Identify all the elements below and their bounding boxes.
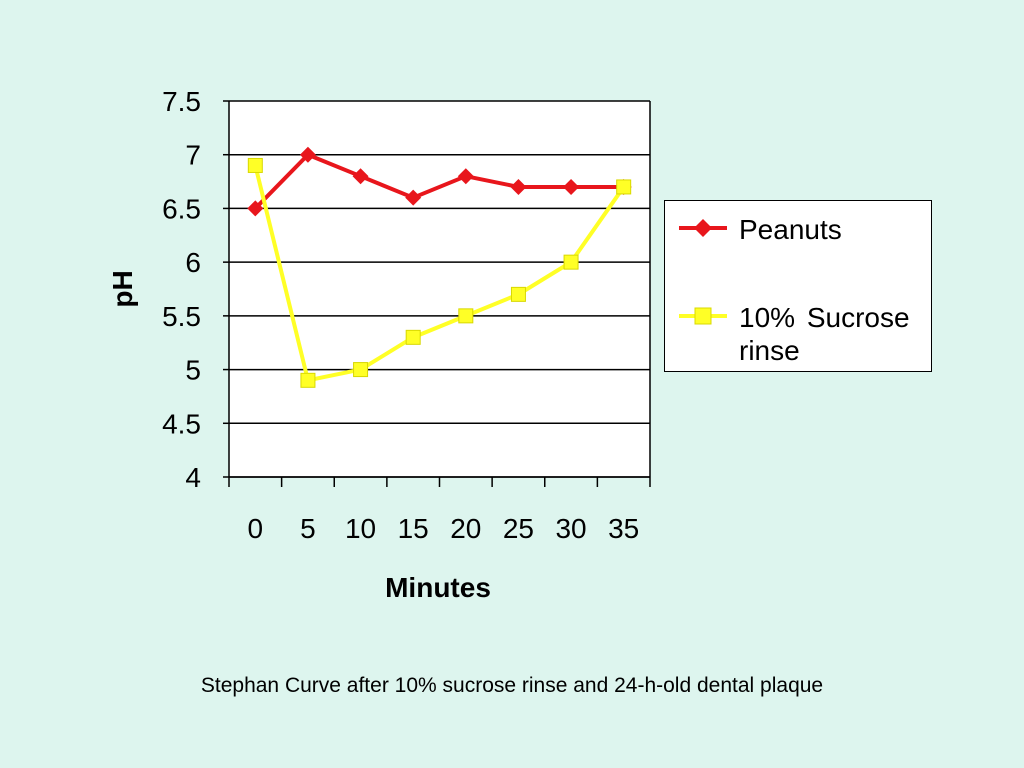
data-point-peanuts bbox=[299, 146, 316, 163]
x-tick-label: 10 bbox=[345, 513, 376, 544]
x-tick-label: 25 bbox=[503, 513, 534, 544]
series-line-peanuts bbox=[253, 152, 624, 210]
y-tick-label: 6.5 bbox=[162, 193, 201, 224]
data-point-10-sucrose-rinse bbox=[353, 362, 369, 378]
legend-label-peanuts: Peanuts bbox=[739, 214, 842, 245]
data-point-peanuts bbox=[563, 178, 580, 195]
x-tick-label: 15 bbox=[398, 513, 429, 544]
legend-swatch-sucrose bbox=[679, 307, 727, 325]
x-tick-label: 0 bbox=[248, 513, 264, 544]
data-point-10-sucrose-rinse bbox=[405, 329, 421, 345]
legend-label-sucrose: 10% Sucrose rinse bbox=[739, 302, 910, 366]
data-point-peanuts bbox=[510, 178, 527, 195]
y-tick-label: 5.5 bbox=[162, 301, 201, 332]
data-point-10-sucrose-rinse bbox=[300, 372, 316, 388]
y-tick-label: 7 bbox=[185, 140, 201, 171]
y-tick-label: 6 bbox=[185, 247, 201, 278]
y-tick-label: 5 bbox=[185, 355, 201, 386]
data-point-peanuts bbox=[457, 168, 474, 185]
series-line-10-sucrose-rinse bbox=[253, 164, 626, 383]
data-point-10-sucrose-rinse bbox=[458, 308, 474, 324]
data-point-peanuts bbox=[247, 200, 264, 217]
x-tick-label: 20 bbox=[450, 513, 481, 544]
data-point-10-sucrose-rinse bbox=[563, 254, 579, 270]
data-series bbox=[247, 146, 632, 388]
grid-lines bbox=[229, 100, 650, 478]
x-tick-label: 5 bbox=[300, 513, 316, 544]
data-point-peanuts bbox=[405, 189, 422, 206]
data-point-peanuts bbox=[352, 168, 369, 185]
data-point-10-sucrose-rinse bbox=[510, 286, 526, 302]
axes: 4 4.5 5 5.5 6 6.5 7 7.5 0 5 10 15 20 25 30 35 bbox=[162, 86, 651, 544]
x-axis-title: Minutes bbox=[385, 572, 491, 603]
y-axis-title: pH bbox=[107, 270, 138, 307]
y-tick-label: 7.5 bbox=[162, 86, 201, 117]
y-tick-label: 4 bbox=[185, 462, 201, 493]
legend-swatch-peanuts bbox=[679, 219, 727, 237]
plot-area bbox=[229, 101, 650, 477]
x-tick-label: 30 bbox=[555, 513, 586, 544]
y-tick-label: 4.5 bbox=[162, 408, 201, 439]
data-point-10-sucrose-rinse bbox=[616, 179, 632, 195]
x-tick-label: 35 bbox=[608, 513, 639, 544]
legend: Peanuts 10% Sucrose rinse bbox=[664, 200, 932, 372]
data-point-10-sucrose-rinse bbox=[247, 157, 263, 173]
chart-caption: Stephan Curve after 10% sucrose rinse an… bbox=[200, 674, 824, 697]
